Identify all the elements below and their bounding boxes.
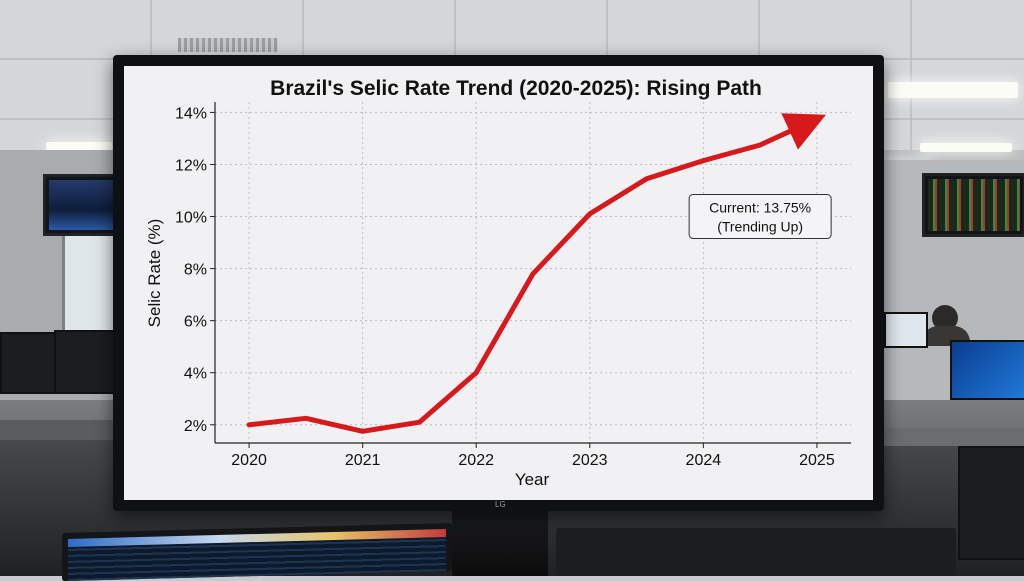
- annotation-box: Current: 13.75% (Trending Up): [688, 194, 832, 240]
- y-axis-title: Selic Rate (%): [145, 219, 164, 328]
- x-tick-label: 2025: [799, 452, 835, 469]
- x-tick-label: 2023: [572, 452, 608, 469]
- desk: [0, 420, 118, 440]
- data-point: [644, 176, 649, 181]
- data-series: [246, 113, 826, 434]
- monitor-brand-logo: LG: [495, 500, 506, 509]
- x-tick-label: 2022: [458, 452, 494, 469]
- desk: [884, 428, 1024, 446]
- background-monitor: [884, 312, 928, 348]
- monitor-stand: [452, 511, 548, 576]
- y-tick-label: 8%: [184, 262, 207, 279]
- annotation-frame: [688, 194, 832, 240]
- x-tick-label: 2024: [686, 452, 722, 469]
- annotation-text: (Trending Up): [717, 219, 803, 235]
- data-point: [757, 142, 763, 148]
- axes: [210, 102, 851, 448]
- y-tick-label: 4%: [184, 366, 207, 383]
- ceiling-light: [46, 142, 112, 151]
- data-point: [246, 422, 252, 427]
- background-market-screen: [922, 173, 1024, 237]
- y-tick-label: 14%: [175, 105, 207, 122]
- y-tick-label: 10%: [175, 210, 207, 227]
- chart-title: Brazil's Selic Rate Trend (2020-2025): R…: [270, 77, 762, 100]
- background-monitor: [958, 446, 1024, 560]
- data-point: [530, 271, 536, 277]
- foreground-monitor: [556, 528, 956, 576]
- data-point: [360, 429, 365, 434]
- data-point: [303, 416, 309, 421]
- ceiling-vent: [178, 38, 278, 52]
- background-market-screen: [43, 174, 119, 236]
- data-point: [814, 116, 820, 122]
- background-monitor: [0, 332, 60, 394]
- data-point: [474, 370, 479, 375]
- foreground-monitor: [62, 522, 452, 581]
- y-tick-label: 2%: [184, 418, 207, 435]
- x-tick-label: 2020: [231, 452, 267, 469]
- y-tick-label: 12%: [175, 157, 207, 174]
- background-monitor: [950, 340, 1024, 400]
- data-point: [701, 158, 706, 163]
- ceiling-light: [888, 82, 1018, 98]
- x-axis-title: Year: [515, 470, 550, 489]
- x-tick-label: 2021: [345, 452, 381, 469]
- y-tick-label: 6%: [184, 314, 207, 331]
- background-monitor: [54, 330, 118, 394]
- ceiling-light: [920, 143, 1012, 152]
- data-point: [417, 419, 422, 425]
- annotation-text: Current: 13.75%: [709, 200, 811, 216]
- data-point: [587, 211, 592, 217]
- tick-labels: 2% 4% 6% 8% 10% 12% 14% 2020 2021 2022 2023 2024 202…: [175, 105, 835, 469]
